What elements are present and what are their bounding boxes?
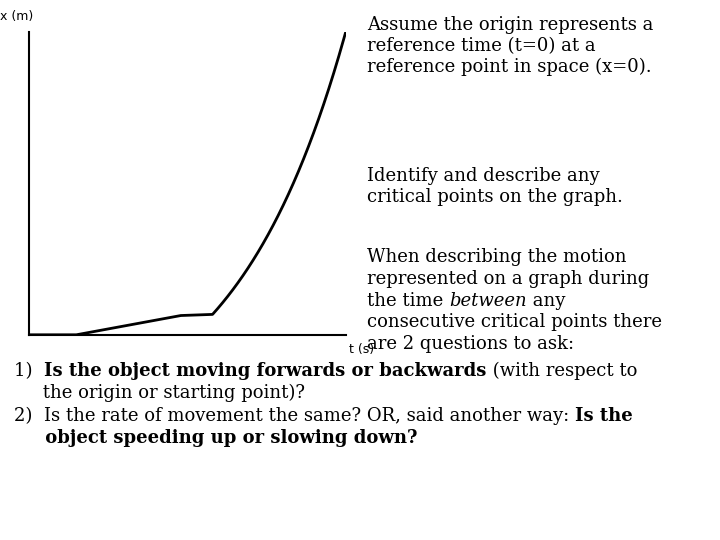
Text: 1): 1) [14, 362, 45, 380]
Text: Is the: Is the [575, 407, 633, 425]
Text: are 2 questions to ask:: are 2 questions to ask: [367, 335, 575, 353]
Text: consecutive critical points there: consecutive critical points there [367, 313, 662, 331]
Text: t (s): t (s) [349, 343, 374, 356]
Text: 2): 2) [14, 407, 44, 425]
Text: any: any [527, 292, 565, 309]
Text: the time: the time [367, 292, 449, 309]
Text: object speeding up or slowing down?: object speeding up or slowing down? [14, 429, 418, 447]
Text: Assume the origin represents a
reference time (t=0) at a
reference point in spac: Assume the origin represents a reference… [367, 16, 654, 76]
Text: (with respect to: (with respect to [487, 362, 637, 380]
Text: Is the object moving forwards or backwards: Is the object moving forwards or backwar… [45, 362, 487, 380]
Text: represented on a graph during: represented on a graph during [367, 270, 649, 288]
Y-axis label: x (m): x (m) [0, 10, 32, 23]
Text: Identify and describe any
critical points on the graph.: Identify and describe any critical point… [367, 167, 623, 206]
Text: the origin or starting point)?: the origin or starting point)? [14, 383, 305, 402]
Text: Is the rate of movement the same? OR, said another way:: Is the rate of movement the same? OR, sa… [44, 407, 575, 425]
Text: When describing the motion: When describing the motion [367, 248, 626, 266]
Text: between: between [449, 292, 527, 309]
